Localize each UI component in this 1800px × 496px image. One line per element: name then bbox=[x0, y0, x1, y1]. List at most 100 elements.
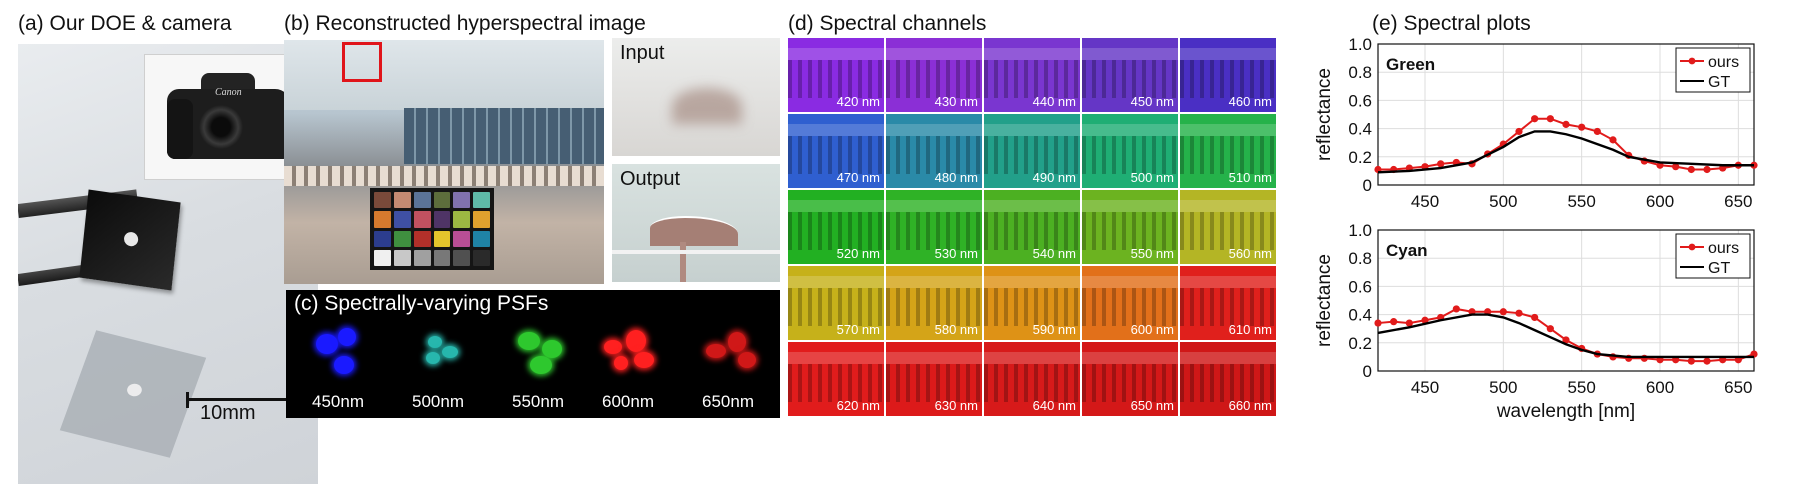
data-point-ours bbox=[1531, 313, 1539, 322]
tile-overhang bbox=[984, 276, 1080, 288]
y-tick-label: 0 bbox=[1363, 176, 1372, 195]
checker-patch bbox=[374, 192, 391, 209]
psf-lobe bbox=[738, 352, 756, 368]
tile-railing bbox=[984, 288, 1080, 326]
camera-lens bbox=[199, 105, 243, 149]
channel-label: 490 nm bbox=[1032, 170, 1076, 185]
series-line-GT bbox=[1377, 130, 1754, 174]
sharp-arch bbox=[650, 216, 738, 246]
data-point-ours bbox=[1515, 309, 1523, 317]
tile-overhang bbox=[1180, 200, 1276, 212]
doe-photo: Canon 10mm bbox=[18, 44, 318, 484]
psf-lobe bbox=[518, 332, 540, 350]
tile-overhang bbox=[788, 200, 884, 212]
tile-overhang bbox=[886, 276, 982, 288]
doe-element bbox=[79, 189, 181, 291]
output-label: Output bbox=[620, 168, 681, 190]
psf-lobe bbox=[728, 332, 746, 352]
x-tick-label: 650 bbox=[1724, 192, 1752, 211]
tile-railing bbox=[788, 288, 884, 326]
building-windows bbox=[404, 108, 604, 164]
psf-lobe bbox=[316, 334, 338, 354]
input-label: Input bbox=[620, 42, 665, 64]
tile-overhang bbox=[886, 124, 982, 136]
tile-overhang bbox=[788, 48, 884, 60]
data-point-ours bbox=[1703, 357, 1711, 365]
checker-patch bbox=[374, 230, 391, 247]
tile-railing bbox=[886, 212, 982, 250]
color-checker-chart bbox=[370, 188, 494, 270]
spectral-channel-tile: 600 nm bbox=[1082, 266, 1178, 340]
psf-lobe bbox=[428, 336, 442, 348]
channel-label: 430 nm bbox=[934, 94, 978, 109]
psf-label: 600nm bbox=[602, 392, 654, 411]
tile-railing bbox=[984, 60, 1080, 98]
checker-patch bbox=[473, 230, 490, 247]
psf-650nm bbox=[698, 326, 768, 386]
plot-frame bbox=[1377, 43, 1755, 186]
tile-overhang bbox=[1180, 124, 1276, 136]
psf-450nm bbox=[308, 326, 378, 386]
legend-label: ours bbox=[1708, 54, 1739, 71]
data-point-ours bbox=[1452, 305, 1460, 313]
tile-overhang bbox=[1082, 200, 1178, 212]
spectral-channel-tile: 560 nm bbox=[1180, 190, 1276, 264]
tile-railing bbox=[1082, 60, 1178, 98]
tile-railing bbox=[886, 288, 982, 326]
tile-overhang bbox=[1082, 352, 1178, 364]
x-tick-label: 550 bbox=[1567, 192, 1595, 211]
spectral-channel-grid: 420 nm 430 nm 440 nm 450 nm 460 nm 470 nm 480 … bbox=[788, 38, 1280, 418]
y-tick-label: 0.4 bbox=[1348, 306, 1372, 325]
x-tick-label: 600 bbox=[1646, 378, 1674, 397]
data-point-ours bbox=[1703, 165, 1711, 174]
x-axis-label: wavelength [nm] bbox=[1496, 401, 1635, 422]
channel-label: 660 nm bbox=[1228, 398, 1272, 413]
spectral-channel-tile: 550 nm bbox=[1082, 190, 1178, 264]
tile-railing bbox=[788, 364, 884, 402]
checker-patch bbox=[393, 249, 411, 266]
tile-overhang bbox=[788, 276, 884, 288]
tile-railing bbox=[984, 212, 1080, 250]
spectral-channel-tile: 460 nm bbox=[1180, 38, 1276, 112]
spectral-channel-tile: 530 nm bbox=[886, 190, 982, 264]
channel-label: 460 nm bbox=[1228, 94, 1272, 109]
channel-label: 540 nm bbox=[1032, 246, 1076, 261]
panel-c-title: (c) Spectrally-varying PSFs bbox=[294, 292, 549, 315]
checker-patch bbox=[393, 230, 411, 247]
channel-label: 620 nm bbox=[836, 398, 880, 413]
channel-label: 630 nm bbox=[934, 398, 978, 413]
checker-patch bbox=[393, 211, 411, 228]
tile-overhang bbox=[886, 200, 982, 212]
psf-550nm bbox=[508, 326, 578, 386]
reconstructed-image bbox=[284, 40, 604, 284]
panel-d-title: (d) Spectral channels bbox=[788, 12, 987, 35]
spectral-channel-tile: 470 nm bbox=[788, 114, 884, 188]
x-tick-label: 450 bbox=[1411, 378, 1439, 397]
zoom-region-box bbox=[342, 42, 382, 82]
spectral-plots: 0 0.2 0.4 0.6 0.8 1.0 450 500 550 600 650 reflectan… bbox=[1286, 30, 1796, 430]
psf-500nm bbox=[408, 326, 478, 386]
data-point-ours bbox=[1593, 127, 1601, 136]
legend-label: GT bbox=[1708, 74, 1730, 91]
data-point-ours bbox=[1609, 136, 1617, 144]
tile-overhang bbox=[984, 48, 1080, 60]
spectral-channel-tile: 630 nm bbox=[886, 342, 982, 416]
input-crop: Input bbox=[612, 38, 780, 156]
psf-lobe bbox=[338, 328, 356, 346]
data-point-ours bbox=[1531, 115, 1539, 123]
data-point-ours bbox=[1499, 308, 1507, 316]
channel-label: 480 nm bbox=[934, 170, 978, 185]
tile-overhang bbox=[1082, 48, 1178, 60]
spectral-channel-tile: 540 nm bbox=[984, 190, 1080, 264]
spectral-channel-tile: 610 nm bbox=[1180, 266, 1276, 340]
tile-overhang bbox=[788, 124, 884, 136]
sharp-pole bbox=[680, 242, 686, 282]
spectral-channel-tile: 570 nm bbox=[788, 266, 884, 340]
panel-a-title: (a) Our DOE & camera bbox=[18, 12, 232, 35]
y-tick-label: 0.8 bbox=[1348, 249, 1372, 268]
plot-title: Cyan bbox=[1386, 241, 1428, 260]
checker-patch bbox=[413, 249, 431, 266]
psf-lobe bbox=[334, 356, 354, 374]
channel-label: 590 nm bbox=[1032, 322, 1076, 337]
sharp-rail bbox=[612, 250, 780, 254]
